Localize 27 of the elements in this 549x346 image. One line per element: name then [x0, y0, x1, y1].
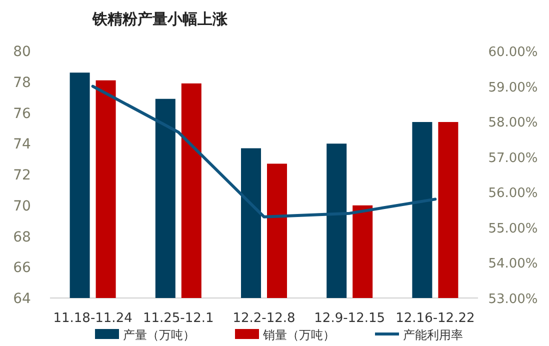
y-tick-label: 78	[13, 74, 31, 91]
x-tick-label: 11.25-12.1	[142, 311, 214, 326]
y-tick-label: 80	[13, 44, 31, 60]
legend-label: 产能利用率	[403, 328, 463, 342]
y2-tick-label: 57.00%	[488, 150, 538, 166]
y-tick-label: 72	[13, 168, 31, 184]
y2-tick-label: 55.00%	[488, 221, 538, 236]
chart-title: 铁精粉产量小幅上涨	[92, 10, 228, 28]
y-tick-label: 74	[13, 136, 31, 153]
y2-tick-label: 60.00%	[488, 45, 538, 60]
y-tick-label: 70	[13, 198, 31, 214]
y2-tick-label: 54.00%	[488, 256, 538, 272]
x-tick-label: 12.2-12.8	[232, 311, 296, 326]
line-series	[91, 84, 437, 218]
y2-tick-label: 58.00%	[488, 116, 538, 131]
y2-tick-label: 53.00%	[488, 292, 538, 307]
x-tick-label: 11.18-11.24	[53, 311, 132, 326]
y2-tick-label: 56.00%	[488, 186, 538, 202]
y-tick-label: 66	[13, 260, 31, 276]
legend-label: 销量（万吨）	[262, 328, 335, 342]
x-tick-label: 12.9-12.15	[314, 311, 386, 326]
x-tick-label: 12.16-12.22	[396, 311, 475, 326]
y-tick-label: 64	[13, 291, 31, 307]
y-tick-label: 76	[13, 106, 31, 122]
y2-tick-label: 59.00%	[488, 80, 538, 96]
legend-label: 产量（万吨）	[123, 328, 195, 342]
y-tick-label: 68	[13, 229, 31, 246]
